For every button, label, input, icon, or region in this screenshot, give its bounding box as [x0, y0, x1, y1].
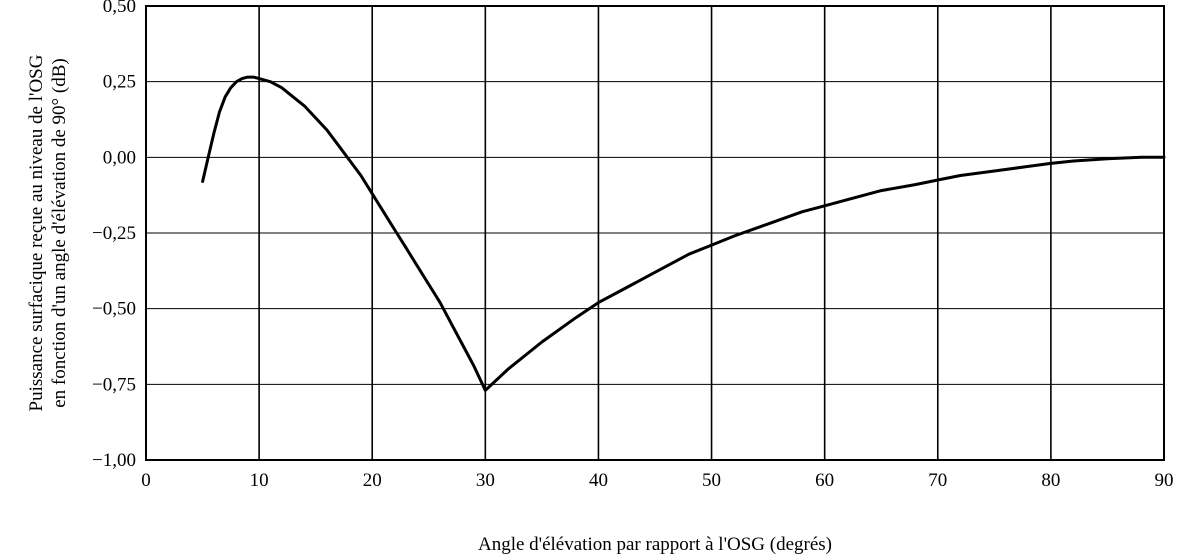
x-tick-label: 70 — [928, 470, 947, 491]
y-tick-label: 0,25 — [103, 72, 136, 93]
x-tick-label: 40 — [589, 470, 608, 491]
x-tick-label: 90 — [1155, 470, 1174, 491]
tick-label-layer: 0 10 20 30 40 50 60 70 80 90 0,50 0,25 0,00 −0,25 −0,5… — [92, 0, 1173, 491]
x-tick-label: 30 — [476, 470, 495, 491]
x-tick-label: 20 — [363, 470, 382, 491]
x-tick-label: 10 — [250, 470, 269, 491]
y-axis-title-line-1: Puissance surfacique reçue au niveau de … — [26, 54, 47, 411]
x-tick-label: 60 — [815, 470, 834, 491]
y-tick-label: −0,25 — [92, 223, 136, 244]
y-tick-label: −0,50 — [92, 299, 136, 320]
x-tick-label: 80 — [1041, 470, 1060, 491]
y-axis-title-line-2: en fonction d'un angle d'élévation de 90… — [49, 58, 70, 408]
y-tick-label: 0,00 — [103, 147, 136, 168]
series-line — [203, 77, 1164, 390]
x-tick-label: 0 — [141, 470, 151, 491]
y-axis-title: Puissance surfacique reçue au niveau de … — [26, 54, 70, 411]
y-tick-label: −0,75 — [92, 374, 136, 395]
y-tick-label: 0,50 — [103, 0, 136, 17]
series-layer — [203, 77, 1164, 390]
grid-layer — [146, 6, 1164, 460]
x-axis-title: Angle d'élévation par rapport à l'OSG (d… — [478, 534, 832, 555]
y-tick-label: −1,00 — [92, 450, 136, 471]
x-tick-label: 50 — [702, 470, 721, 491]
